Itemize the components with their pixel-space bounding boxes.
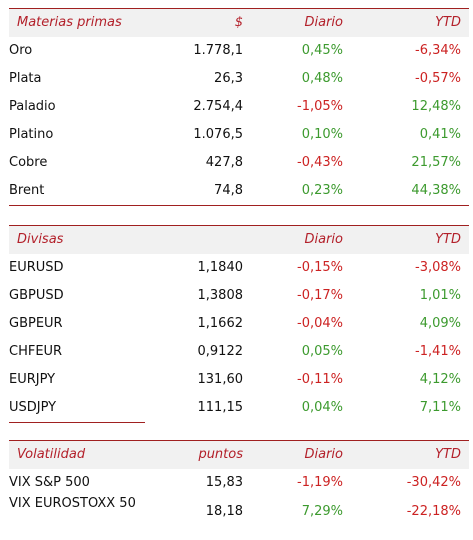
row-ytd: 4,12%: [419, 372, 461, 387]
row-value: 18,18: [205, 504, 243, 519]
row-value: 1,1662: [197, 316, 244, 331]
section-title: Volatilidad: [17, 447, 86, 462]
table-row: Cobre 427,8 -0,43% 21,57%: [9, 149, 469, 177]
row-ytd: 44,38%: [411, 183, 461, 198]
row-value: 427,8: [205, 155, 243, 170]
row-daily: -0,11%: [297, 372, 343, 387]
column-header-ytd: YTD: [435, 447, 461, 462]
row-value: 15,83: [205, 475, 243, 490]
row-name: GBPEUR: [9, 316, 63, 331]
section-title: Materias primas: [17, 15, 122, 30]
row-daily: 0,45%: [301, 43, 343, 58]
table-header: Materias primas $ Diario YTD: [9, 8, 469, 37]
column-header-ytd: YTD: [435, 15, 461, 30]
column-header-daily: Diario: [304, 232, 344, 247]
table-row: VIX EUROSTOXX 50 18,18 7,29% -22,18%: [9, 497, 469, 531]
row-value: 131,60: [197, 372, 244, 387]
row-value: 74,8: [214, 183, 243, 198]
row-name: EURUSD: [9, 260, 64, 275]
section-divider: [9, 422, 145, 423]
row-name: Paladio: [9, 99, 56, 114]
column-header-value: $: [234, 15, 243, 30]
table-row: CHFEUR 0,9122 0,05% -1,41%: [9, 338, 469, 366]
table-row: Plata 26,3 0,48% -0,57%: [9, 65, 469, 93]
row-name: Plata: [9, 71, 42, 86]
divisas-table: Divisas Diario YTD EURUSD 1,1840 -0,15% …: [9, 225, 469, 422]
row-name: USDJPY: [9, 400, 57, 415]
column-header-value: puntos: [198, 447, 243, 462]
table-row: Brent 74,8 0,23% 44,38%: [9, 177, 469, 205]
table-row: Platino 1.076,5 0,10% 0,41%: [9, 121, 469, 149]
row-ytd: -22,18%: [406, 504, 461, 519]
row-name: Platino: [9, 127, 54, 142]
row-name: CHFEUR: [9, 344, 63, 359]
row-name: VIX S&P 500: [9, 475, 90, 490]
column-header-ytd: YTD: [435, 232, 461, 247]
row-daily: -0,15%: [297, 260, 343, 275]
table-row: Paladio 2.754,4 -1,05% 12,48%: [9, 93, 469, 121]
row-daily: -1,19%: [297, 475, 343, 490]
row-value: 111,15: [197, 400, 244, 415]
row-daily: -0,04%: [297, 316, 343, 331]
row-name: Brent: [9, 183, 45, 198]
table-row: VIX S&P 500 15,83 -1,19% -30,42%: [9, 469, 469, 497]
row-value: 26,3: [214, 71, 243, 86]
row-daily: 0,05%: [301, 344, 343, 359]
table-row: EURUSD 1,1840 -0,15% -3,08%: [9, 254, 469, 282]
row-name: GBPUSD: [9, 288, 64, 303]
volatilidad-table: Volatilidad puntos Diario YTD VIX S&P 50…: [9, 440, 469, 531]
table-row: EURJPY 131,60 -0,11% 4,12%: [9, 366, 469, 394]
table-row: GBPUSD 1,3808 -0,17% 1,01%: [9, 282, 469, 310]
table-row: USDJPY 111,15 0,04% 7,11%: [9, 394, 469, 422]
row-daily: 0,04%: [301, 400, 343, 415]
materias-primas-table: Materias primas $ Diario YTD Oro 1.778,1…: [9, 8, 469, 205]
row-name: Cobre: [9, 155, 48, 170]
row-ytd: -1,41%: [415, 344, 461, 359]
row-ytd: -3,08%: [415, 260, 461, 275]
row-ytd: 12,48%: [411, 99, 461, 114]
table-row: GBPEUR 1,1662 -0,04% 4,09%: [9, 310, 469, 338]
table-row: Oro 1.778,1 0,45% -6,34%: [9, 37, 469, 65]
row-ytd: 0,41%: [419, 127, 461, 142]
row-name: EURJPY: [9, 372, 56, 387]
table-header: Divisas Diario YTD: [9, 225, 469, 254]
row-daily: -0,43%: [297, 155, 343, 170]
row-ytd: 1,01%: [419, 288, 461, 303]
column-header-daily: Diario: [304, 447, 344, 462]
row-value: 1,3808: [197, 288, 244, 303]
row-ytd: -6,34%: [415, 43, 461, 58]
row-name: Oro: [9, 43, 33, 58]
row-value: 0,9122: [197, 344, 244, 359]
section-title: Divisas: [17, 232, 64, 247]
table-header: Volatilidad puntos Diario YTD: [9, 440, 469, 469]
row-value: 1.076,5: [193, 127, 243, 142]
row-daily: 7,29%: [301, 504, 343, 519]
row-ytd: 7,11%: [419, 400, 461, 415]
row-ytd: 21,57%: [411, 155, 461, 170]
row-daily: 0,10%: [301, 127, 343, 142]
row-value: 2.754,4: [193, 99, 243, 114]
row-daily: -0,17%: [297, 288, 343, 303]
row-ytd: -30,42%: [406, 475, 461, 490]
row-name: VIX EUROSTOXX 50: [9, 496, 136, 511]
section-divider: [9, 205, 469, 206]
row-daily: 0,23%: [301, 183, 343, 198]
row-value: 1,1840: [197, 260, 244, 275]
row-ytd: -0,57%: [415, 71, 461, 86]
column-header-daily: Diario: [304, 15, 344, 30]
row-value: 1.778,1: [193, 43, 243, 58]
row-daily: 0,48%: [301, 71, 343, 86]
row-ytd: 4,09%: [419, 316, 461, 331]
row-daily: -1,05%: [297, 99, 343, 114]
